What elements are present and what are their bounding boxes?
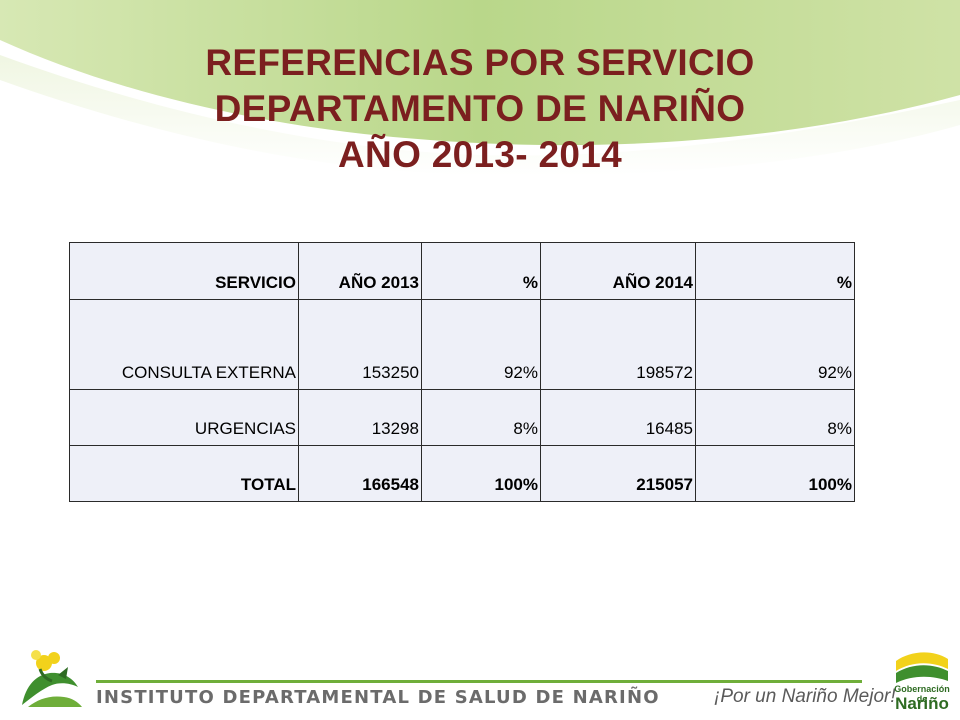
cell-percent-2013: 8% (421, 389, 541, 446)
title-block: REFERENCIAS POR SERVICIO DEPARTAMENTO DE… (0, 40, 960, 178)
institute-logo-icon (22, 650, 82, 707)
header-ano-2013: AÑO 2013 (298, 242, 422, 300)
cell-ano-2013: 153250 (298, 299, 422, 390)
gobernacion-logo-name: Nariño (895, 694, 949, 713)
cell-total-percent-2013: 100% (421, 445, 541, 502)
cell-ano-2014: 16485 (540, 389, 696, 446)
cell-percent-2013: 92% (421, 299, 541, 390)
footer-divider (96, 680, 862, 683)
title-line-3: AÑO 2013- 2014 (338, 134, 622, 175)
referrals-table: SERVICIO AÑO 2013 % AÑO 2014 % CONSULTA … (69, 242, 855, 502)
title-line-2: DEPARTAMENTO DE NARIÑO (214, 88, 746, 129)
title-line-1: REFERENCIAS POR SERVICIO (205, 42, 755, 83)
table-header-row: SERVICIO AÑO 2013 % AÑO 2014 % (69, 242, 855, 300)
header-ano-2014: AÑO 2014 (540, 242, 696, 300)
cell-ano-2014: 198572 (540, 299, 696, 390)
header-percent-2013: % (421, 242, 541, 300)
gobernacion-logo-label: Gobernación de (894, 684, 950, 704)
footer-slogan: ¡Por un Nariño Mejor! (714, 686, 896, 707)
cell-servicio: URGENCIAS (69, 389, 299, 446)
cell-total-2014: 215057 (540, 445, 696, 502)
footer-institute-name: INSTITUTO DEPARTAMENTAL DE SALUD DE NARI… (96, 687, 660, 708)
cell-ano-2013: 13298 (298, 389, 422, 446)
cell-total-percent-2014: 100% (695, 445, 855, 502)
cell-total-label: TOTAL (69, 445, 299, 502)
cell-percent-2014: 8% (695, 389, 855, 446)
cell-percent-2014: 92% (695, 299, 855, 390)
gobernacion-logo-icon (896, 652, 948, 683)
table-row: CONSULTA EXTERNA 153250 92% 198572 92% (69, 299, 855, 390)
table-row: URGENCIAS 13298 8% 16485 8% (69, 389, 855, 446)
cell-servicio: CONSULTA EXTERNA (69, 299, 299, 390)
header-swoosh (0, 0, 960, 176)
cell-total-2013: 166548 (298, 445, 422, 502)
table-total-row: TOTAL 166548 100% 215057 100% (69, 445, 855, 502)
header-percent-2014: % (695, 242, 855, 300)
header-servicio: SERVICIO (69, 242, 299, 300)
